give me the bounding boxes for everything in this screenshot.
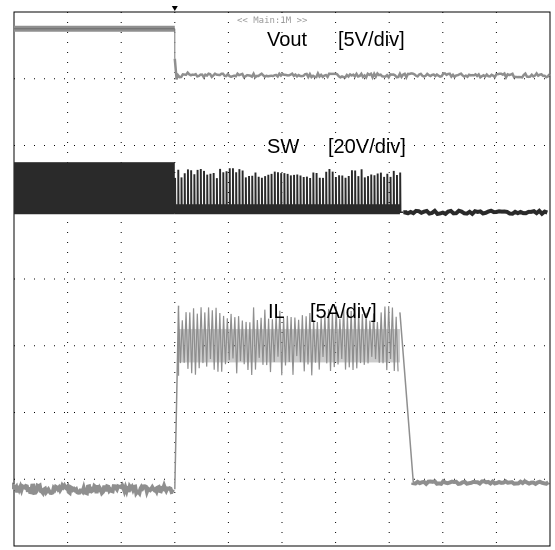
vout-scale: [5V/div] [338, 29, 405, 51]
sw-label: SW [267, 136, 299, 158]
sw-scale: [20V/div] [328, 136, 406, 158]
vout-label: Vout [267, 29, 307, 51]
graticule [13, 6, 551, 547]
il-trace-after [411, 478, 550, 487]
il-scale: [5A/div] [310, 301, 377, 323]
timebase-tag: << Main:1M >> [237, 16, 308, 26]
sw-idle-trace [403, 208, 548, 217]
il-fall-edge [399, 312, 415, 483]
il-rise-edge [174, 305, 180, 490]
sw-burst-baseline [174, 204, 400, 215]
il-trace-before [12, 479, 175, 499]
waveform-traces [12, 25, 551, 499]
il-ripple [177, 306, 399, 376]
il-ripple-core [178, 329, 400, 363]
vout-trace-after [173, 58, 551, 81]
trigger-marker [171, 6, 178, 11]
sw-dense-switching [14, 162, 175, 215]
il-label: IL [268, 301, 285, 323]
